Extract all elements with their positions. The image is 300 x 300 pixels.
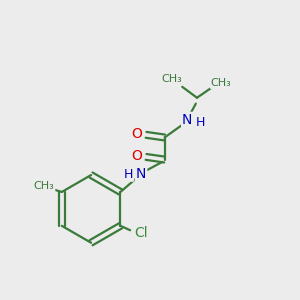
- Text: O: O: [131, 127, 142, 141]
- Text: N: N: [136, 167, 146, 181]
- Text: Cl: Cl: [134, 226, 148, 240]
- Text: CH₃: CH₃: [161, 74, 182, 84]
- Text: CH₃: CH₃: [211, 78, 232, 88]
- Text: CH₃: CH₃: [34, 181, 55, 191]
- Text: H: H: [196, 116, 206, 129]
- Text: N: N: [182, 113, 193, 127]
- Text: H: H: [124, 168, 133, 181]
- Text: O: O: [131, 149, 142, 163]
